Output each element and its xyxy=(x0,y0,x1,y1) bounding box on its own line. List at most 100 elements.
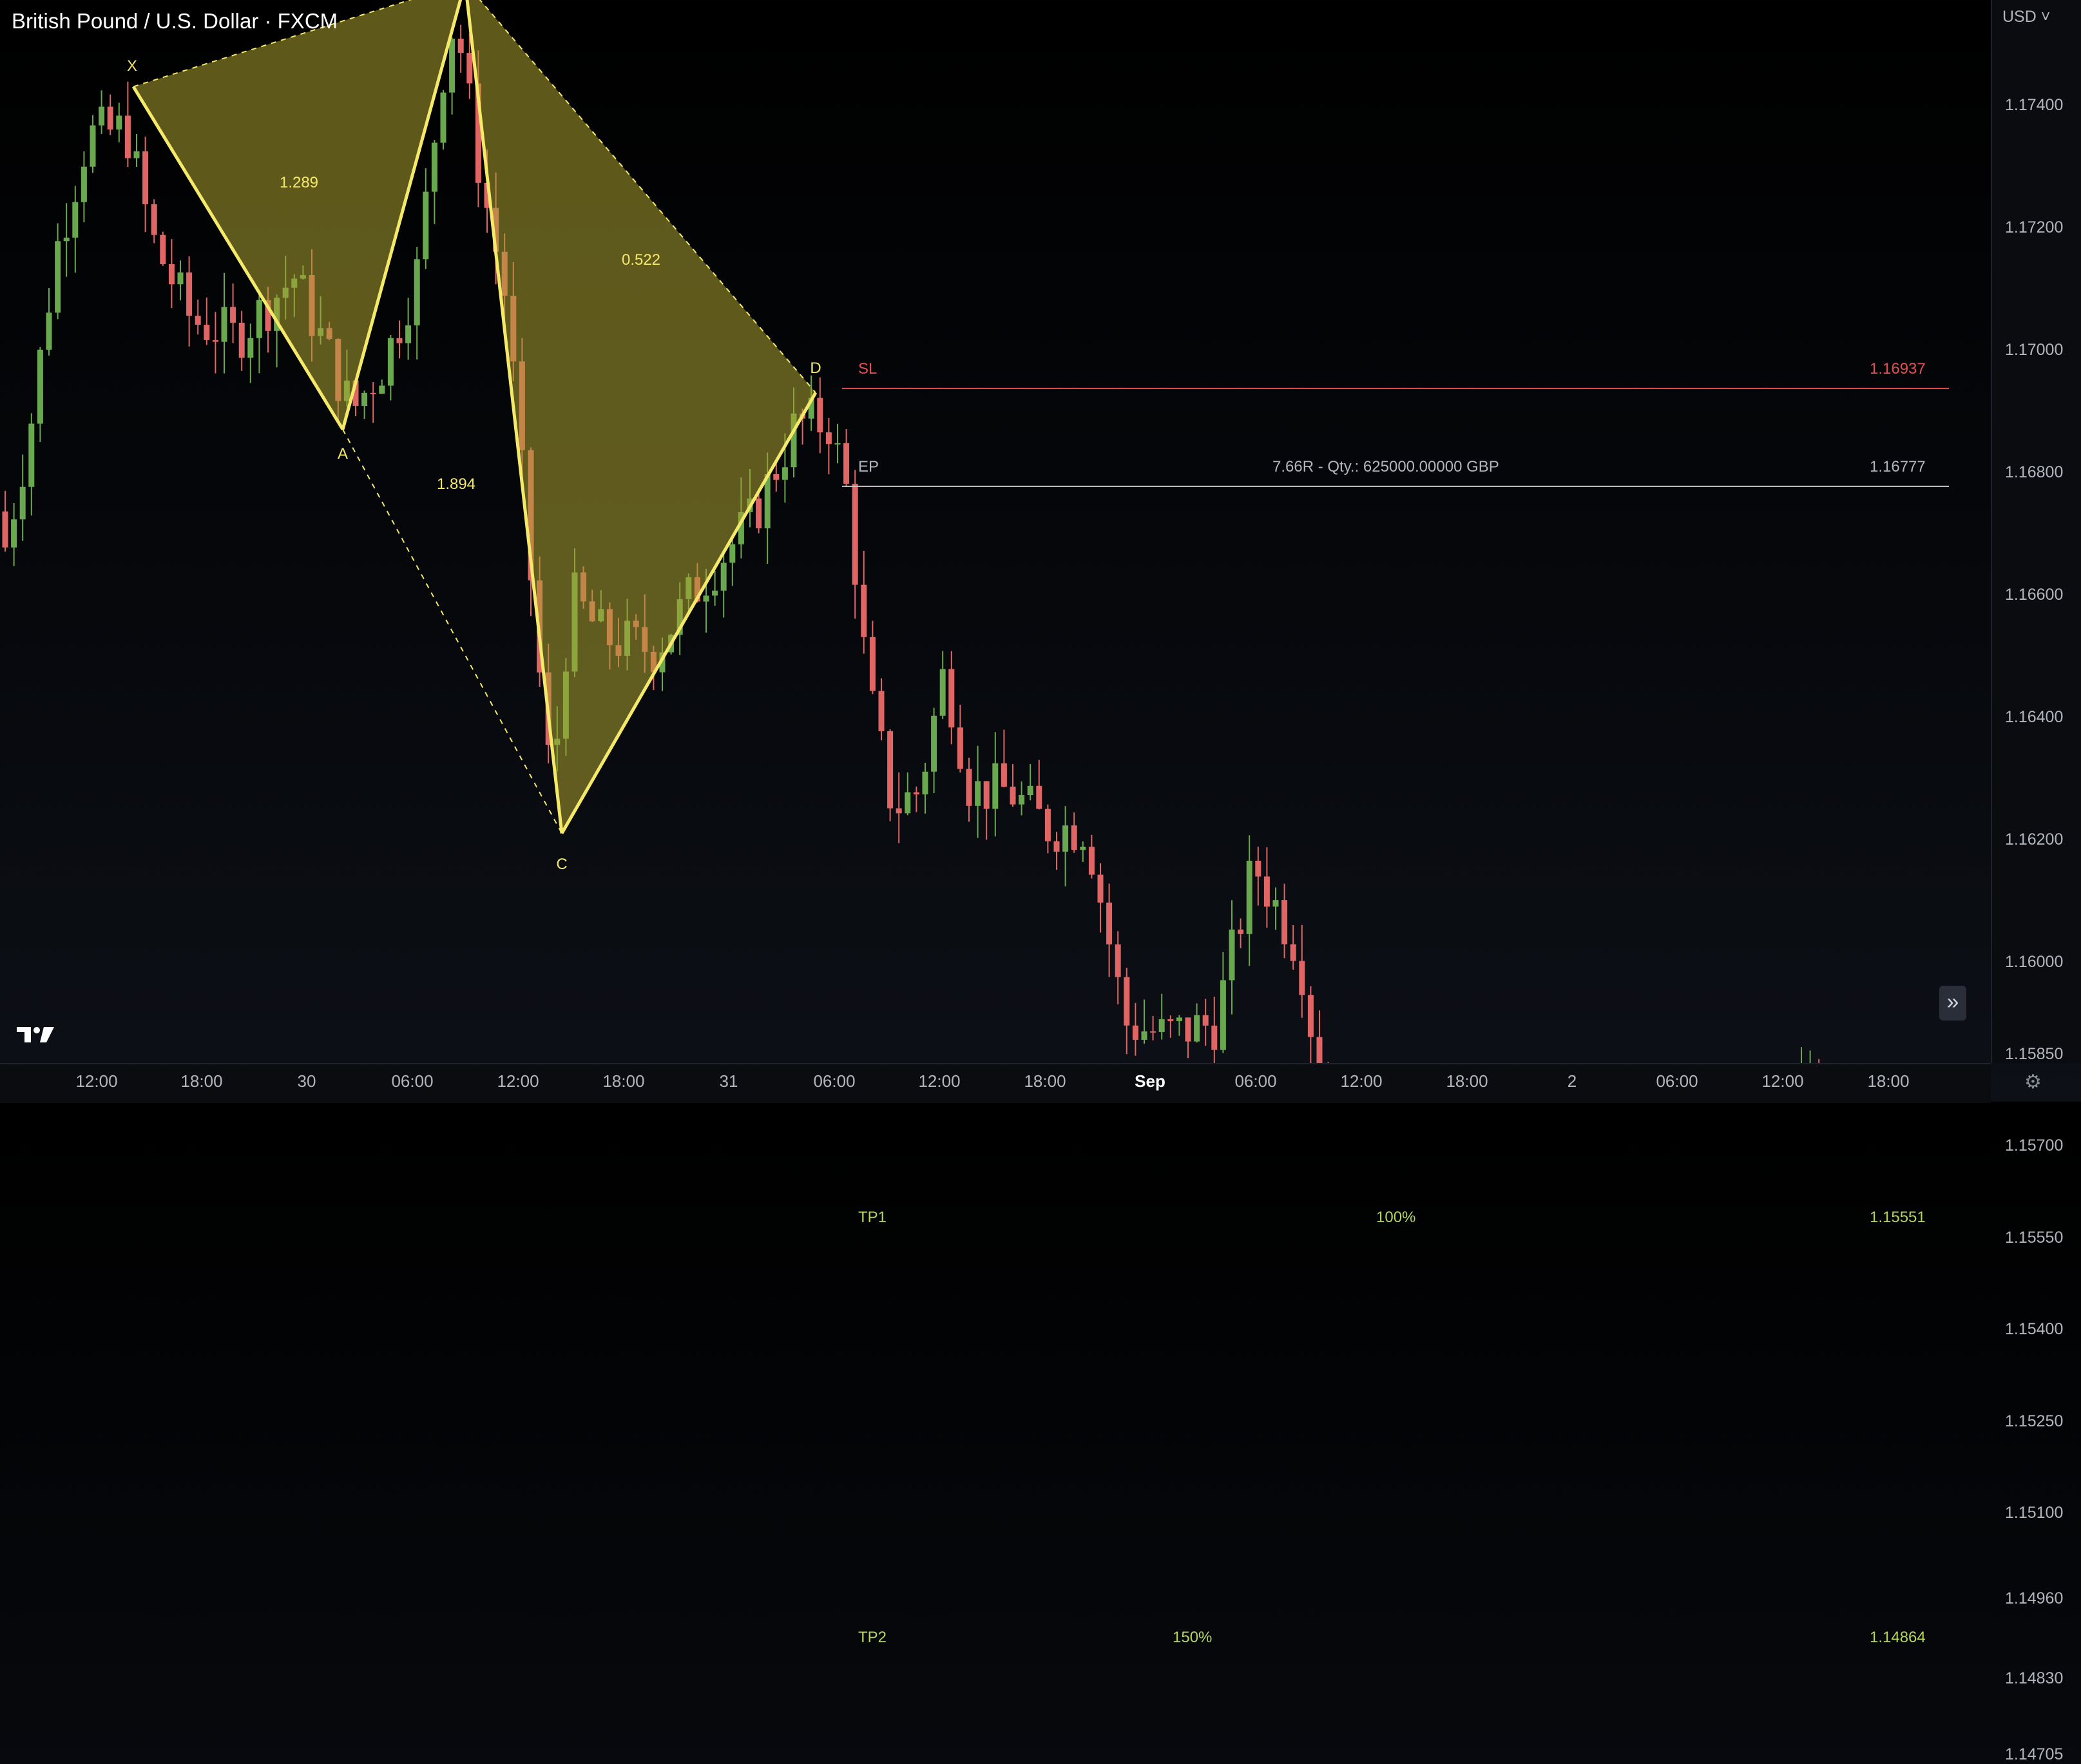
candle-body xyxy=(431,142,437,192)
candle-body xyxy=(247,338,254,358)
candle-body xyxy=(1211,1025,1218,1050)
sl-value: 1.16937 xyxy=(1870,360,1926,378)
candle-body xyxy=(55,241,61,313)
symbol-title[interactable]: British Pound / U.S. Dollar · FXCM xyxy=(12,9,338,33)
price-tick-label: 1.15100 xyxy=(2005,1504,2064,1522)
candle-body xyxy=(361,392,368,406)
candle-body xyxy=(168,264,175,285)
candle-body xyxy=(992,763,999,809)
trade-lines xyxy=(842,387,1949,487)
price-tick-label: 1.17400 xyxy=(2005,96,2064,114)
candle-body xyxy=(1263,876,1270,907)
candle-body xyxy=(1132,1025,1138,1040)
candle-body xyxy=(1088,847,1095,875)
candle-body xyxy=(204,325,210,340)
candle-body xyxy=(843,443,850,484)
pattern-leg-ab xyxy=(341,0,463,430)
candle-body xyxy=(1106,902,1113,944)
candle-body xyxy=(738,512,744,544)
candle-body xyxy=(484,182,490,208)
pattern-triangle-xab xyxy=(133,0,461,430)
chart-canvas[interactable] xyxy=(0,0,1991,1063)
candle-body xyxy=(177,272,184,285)
time-tick-label: 12:00 xyxy=(75,1071,118,1091)
candle-body xyxy=(1071,825,1077,850)
candle-body xyxy=(475,83,481,183)
candle-body xyxy=(720,562,727,591)
candle-body xyxy=(1124,977,1130,1026)
candle-body xyxy=(72,202,79,238)
pattern-leg-xa xyxy=(131,86,345,430)
time-tick-label: 06:00 xyxy=(813,1071,856,1091)
candle-body xyxy=(212,340,218,342)
time-tick-label: Sep xyxy=(1135,1071,1165,1091)
candle-body xyxy=(423,191,429,260)
candle-body xyxy=(28,423,35,487)
price-tick-label: 1.15250 xyxy=(2005,1412,2064,1430)
time-tick-label: 18:00 xyxy=(602,1071,645,1091)
candle-body xyxy=(1185,1017,1191,1042)
candle-body xyxy=(729,544,736,563)
candle-body xyxy=(791,413,797,468)
price-tick-label: 1.17200 xyxy=(2005,218,2064,236)
time-tick-label: 18:00 xyxy=(1867,1071,1910,1091)
candle-body xyxy=(1220,980,1226,1050)
candle-body xyxy=(869,637,876,691)
time-tick-label: 12:00 xyxy=(918,1071,961,1091)
candle-body xyxy=(405,325,412,343)
candle-body xyxy=(440,92,446,143)
candle-body xyxy=(414,259,420,326)
candle-body xyxy=(186,272,193,316)
candle-body xyxy=(782,467,788,480)
candle-body xyxy=(834,443,841,445)
candle-body xyxy=(1167,1019,1174,1022)
pattern-point-x: X xyxy=(126,57,138,75)
candle-body xyxy=(861,584,867,637)
tp1-percent: 100% xyxy=(1376,1208,1416,1226)
candle-body xyxy=(457,39,464,53)
time-tick-label: 31 xyxy=(719,1071,738,1091)
candle-body xyxy=(1080,847,1086,850)
pattern-leg-bc xyxy=(465,0,564,834)
time-tick-label: 18:00 xyxy=(180,1071,223,1091)
candle-body xyxy=(19,486,26,520)
time-tick-label: 18:00 xyxy=(1446,1071,1488,1091)
candle-body xyxy=(1044,809,1051,841)
time-tick-label: 06:00 xyxy=(391,1071,434,1091)
price-tick-label: 1.16800 xyxy=(2005,463,2064,481)
price-tick-label: 1.15550 xyxy=(2005,1228,2064,1247)
candle-body xyxy=(808,398,814,419)
pattern-leg-cd xyxy=(560,392,818,834)
candle-body xyxy=(124,115,131,158)
candle-body xyxy=(773,474,780,480)
candle-body xyxy=(817,398,823,433)
candle-body xyxy=(1001,763,1007,787)
tp2-value: 1.14864 xyxy=(1870,1629,1926,1647)
time-tick-label: 06:00 xyxy=(1234,1071,1277,1091)
candle-body xyxy=(133,151,140,158)
candle-body xyxy=(1062,825,1069,852)
candle-body xyxy=(370,392,376,394)
currency-selector[interactable]: USD ˅ xyxy=(2002,8,2050,26)
chart-area[interactable] xyxy=(0,0,1991,1063)
pattern-line-ac xyxy=(342,429,562,834)
candle-body xyxy=(1053,841,1060,852)
gear-icon[interactable]: ⚙ xyxy=(2024,1071,2042,1093)
candle-body xyxy=(896,808,902,814)
price-axis[interactable] xyxy=(1991,0,2081,1063)
candle-body xyxy=(1010,787,1016,805)
price-tick-label: 1.14705 xyxy=(2005,1745,2064,1764)
pattern-triangle-bcd xyxy=(467,0,816,834)
chevron-double-right-icon[interactable]: » xyxy=(1939,986,1966,1021)
candle-body xyxy=(2,511,8,548)
candle-body xyxy=(37,349,43,424)
time-axis[interactable] xyxy=(0,1063,1991,1103)
candle-body xyxy=(975,781,981,806)
candle-body xyxy=(1150,1031,1156,1033)
tradingview-logo[interactable] xyxy=(15,1023,57,1046)
candle-body xyxy=(230,307,236,323)
candle-body xyxy=(1246,860,1252,934)
price-tick-label: 1.15700 xyxy=(2005,1136,2064,1155)
candle-body xyxy=(1141,1031,1147,1040)
candle-body xyxy=(922,771,928,795)
